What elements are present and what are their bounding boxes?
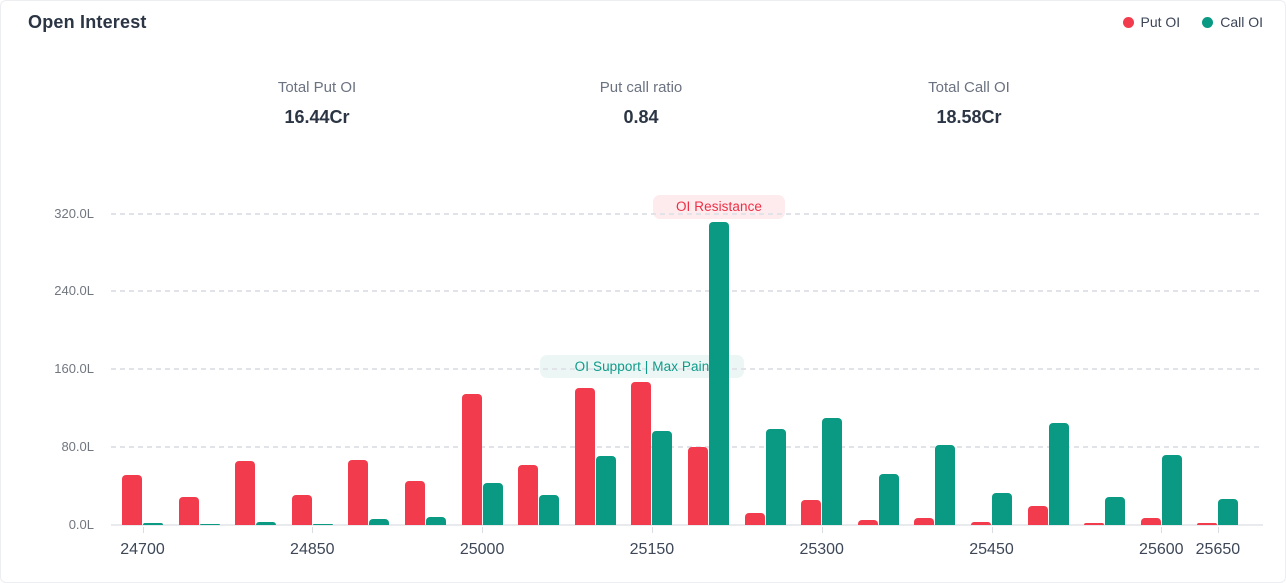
stat-label: Total Put OI: [277, 79, 357, 96]
put-oi-bar[interactable]: [744, 513, 765, 525]
oi-resistance-badge: [653, 195, 785, 219]
put-oi-bar[interactable]: [857, 520, 878, 525]
call-oi-dot-icon: [1202, 16, 1214, 28]
x-axis-tick: [142, 527, 144, 533]
call-oi-bar[interactable]: [312, 523, 333, 525]
call-oi-bar[interactable]: [992, 492, 1012, 525]
call-oi-bar[interactable]: [709, 222, 729, 525]
call-oi-bar[interactable]: [1218, 498, 1239, 525]
x-axis-tick: [821, 527, 823, 533]
x-axis-tick-label: 25650: [1195, 541, 1241, 558]
y-axis-tick-label: 160.0L: [54, 361, 94, 377]
x-axis-tick-label: 25000: [459, 541, 505, 558]
call-oi-bar[interactable]: [878, 473, 899, 525]
call-oi-bar[interactable]: [595, 456, 616, 525]
open-interest-chart: OI Resistance OI Support | Max Pain 320.…: [1, 189, 1285, 582]
put-oi-bar[interactable]: [1197, 523, 1218, 525]
call-oi-bar[interactable]: [426, 517, 446, 525]
oi-resistance-label: OI Resistance: [675, 199, 763, 214]
y-axis-tick-label: 320.0L: [54, 205, 94, 221]
x-axis-tick-label: 25450: [969, 541, 1014, 558]
x-axis-tick: [651, 527, 653, 533]
stat-value: 0.84: [623, 107, 659, 127]
stat-total-put-oi: Total Put OI 16.44Cr: [207, 79, 427, 128]
call-oi-bar[interactable]: [1161, 455, 1182, 525]
oi-support-badge: [540, 355, 744, 378]
call-oi-bar[interactable]: [765, 428, 786, 525]
x-axis-tick-label: 24700: [120, 541, 165, 558]
y-axis-tick-label: 80.0L: [61, 438, 94, 454]
call-oi-bar[interactable]: [935, 445, 956, 525]
legend-label: Put OI: [1140, 14, 1181, 30]
x-axis-tick: [312, 527, 314, 533]
y-axis-tick-label: 240.0L: [54, 283, 94, 299]
stat-value: 18.58Cr: [936, 107, 1002, 127]
call-oi-bar[interactable]: [143, 523, 163, 525]
x-axis-tick: [1217, 527, 1219, 533]
call-oi-bar[interactable]: [256, 522, 277, 525]
put-oi-bar[interactable]: [1027, 505, 1048, 525]
x-axis-tick: [482, 527, 484, 533]
legend-label: Call OI: [1220, 14, 1263, 30]
x-axis-tick-label: 24850: [290, 541, 335, 558]
put-oi-bar[interactable]: [518, 464, 539, 525]
stat-value: 16.44Cr: [284, 107, 350, 127]
x-axis-tick-label: 25300: [799, 541, 844, 558]
put-oi-bar[interactable]: [291, 494, 312, 525]
call-oi-bar[interactable]: [482, 483, 503, 525]
x-axis-line: [111, 523, 1263, 526]
call-oi-bar[interactable]: [199, 523, 220, 525]
x-axis-tick-label: 25600: [1139, 541, 1184, 558]
put-oi-bar[interactable]: [122, 474, 142, 525]
put-oi-bar[interactable]: [1084, 523, 1105, 525]
put-oi-bar[interactable]: [971, 522, 991, 525]
put-oi-bar[interactable]: [631, 382, 652, 525]
put-oi-bar[interactable]: [405, 481, 425, 525]
x-axis-tick: [1161, 527, 1163, 533]
y-axis-tick-label: 0.0L: [68, 516, 94, 532]
call-oi-bar[interactable]: [539, 494, 560, 525]
put-oi-bar[interactable]: [574, 388, 595, 525]
stat-label: Put call ratio: [599, 79, 683, 96]
put-oi-bar[interactable]: [348, 459, 369, 525]
put-oi-bar[interactable]: [178, 496, 199, 525]
put-oi-dot-icon: [1122, 16, 1134, 28]
stat-label: Total Call OI: [928, 79, 1010, 96]
gridline: [111, 212, 1263, 215]
put-oi-bar[interactable]: [688, 447, 708, 525]
call-oi-bar[interactable]: [1048, 423, 1069, 525]
page-title: Open Interest: [28, 12, 147, 32]
x-axis-tick: [991, 527, 993, 533]
call-oi-bar[interactable]: [652, 430, 673, 525]
put-oi-bar[interactable]: [1140, 518, 1161, 525]
put-oi-bar[interactable]: [461, 393, 482, 525]
gridline: [111, 445, 1263, 448]
x-axis-tick-label: 25150: [629, 541, 675, 558]
oi-support-label: OI Support | Max Pain: [574, 359, 710, 374]
put-oi-bar[interactable]: [801, 499, 822, 525]
call-oi-bar[interactable]: [822, 418, 843, 525]
chart-legend: Put OI Call OI: [1122, 14, 1263, 30]
call-oi-bar[interactable]: [369, 519, 390, 525]
stat-put-call-ratio: Put call ratio 0.84: [531, 79, 751, 128]
legend-item-call-oi[interactable]: Call OI: [1202, 14, 1263, 30]
put-oi-bar[interactable]: [235, 460, 256, 525]
gridline: [111, 368, 1263, 371]
legend-item-put-oi[interactable]: Put OI: [1122, 14, 1181, 30]
stat-total-call-oi: Total Call OI 18.58Cr: [859, 79, 1079, 128]
call-oi-bar[interactable]: [1105, 496, 1126, 525]
put-oi-bar[interactable]: [914, 518, 935, 525]
gridline: [111, 290, 1263, 293]
